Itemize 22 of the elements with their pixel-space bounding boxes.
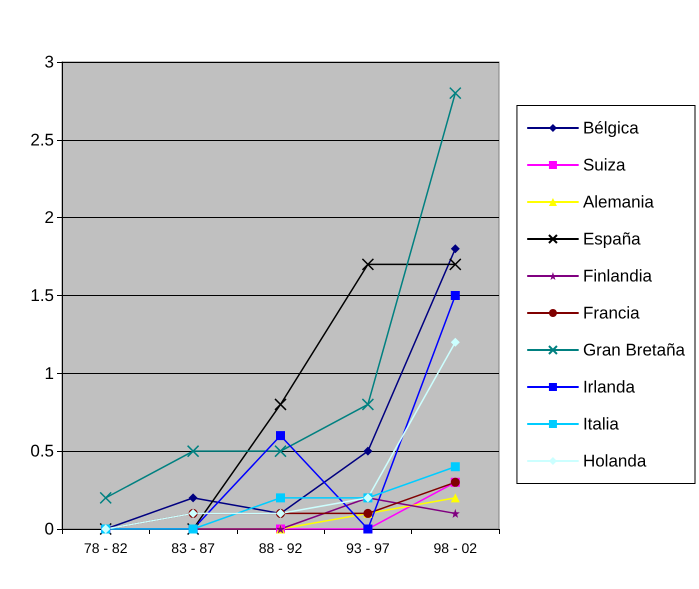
- y-tick-label: 1: [44, 364, 54, 383]
- legend-label: Alemania: [582, 192, 654, 212]
- legend-label: Holanda: [582, 452, 647, 470]
- legend-label: Francia: [582, 304, 640, 322]
- legend-label: Irlanda: [582, 378, 636, 396]
- y-tick-label: 1.5: [30, 286, 54, 305]
- y-tick-label: 3: [44, 52, 54, 72]
- legend-label: Bélgica: [582, 118, 640, 138]
- legend-label: Finlandia: [582, 266, 652, 286]
- x-tick-label: 93 - 97: [346, 540, 390, 556]
- x-tick-label: 78 - 82: [84, 540, 128, 556]
- y-tick-label: 0: [44, 520, 54, 538]
- x-tick-label: 98 - 02: [434, 540, 478, 556]
- y-tick-label: 0.5: [30, 442, 54, 461]
- y-tick-label: 2: [44, 208, 54, 228]
- legend-label: España: [582, 230, 642, 248]
- legend-label: Suiza: [582, 156, 626, 174]
- legend-label: Gran Bretaña: [582, 340, 686, 360]
- legend-label: Italia: [582, 414, 620, 434]
- y-tick-label: 2.5: [30, 130, 54, 150]
- x-tick-label: 88 - 92: [258, 540, 303, 556]
- x-tick-label: 83 - 87: [171, 540, 216, 556]
